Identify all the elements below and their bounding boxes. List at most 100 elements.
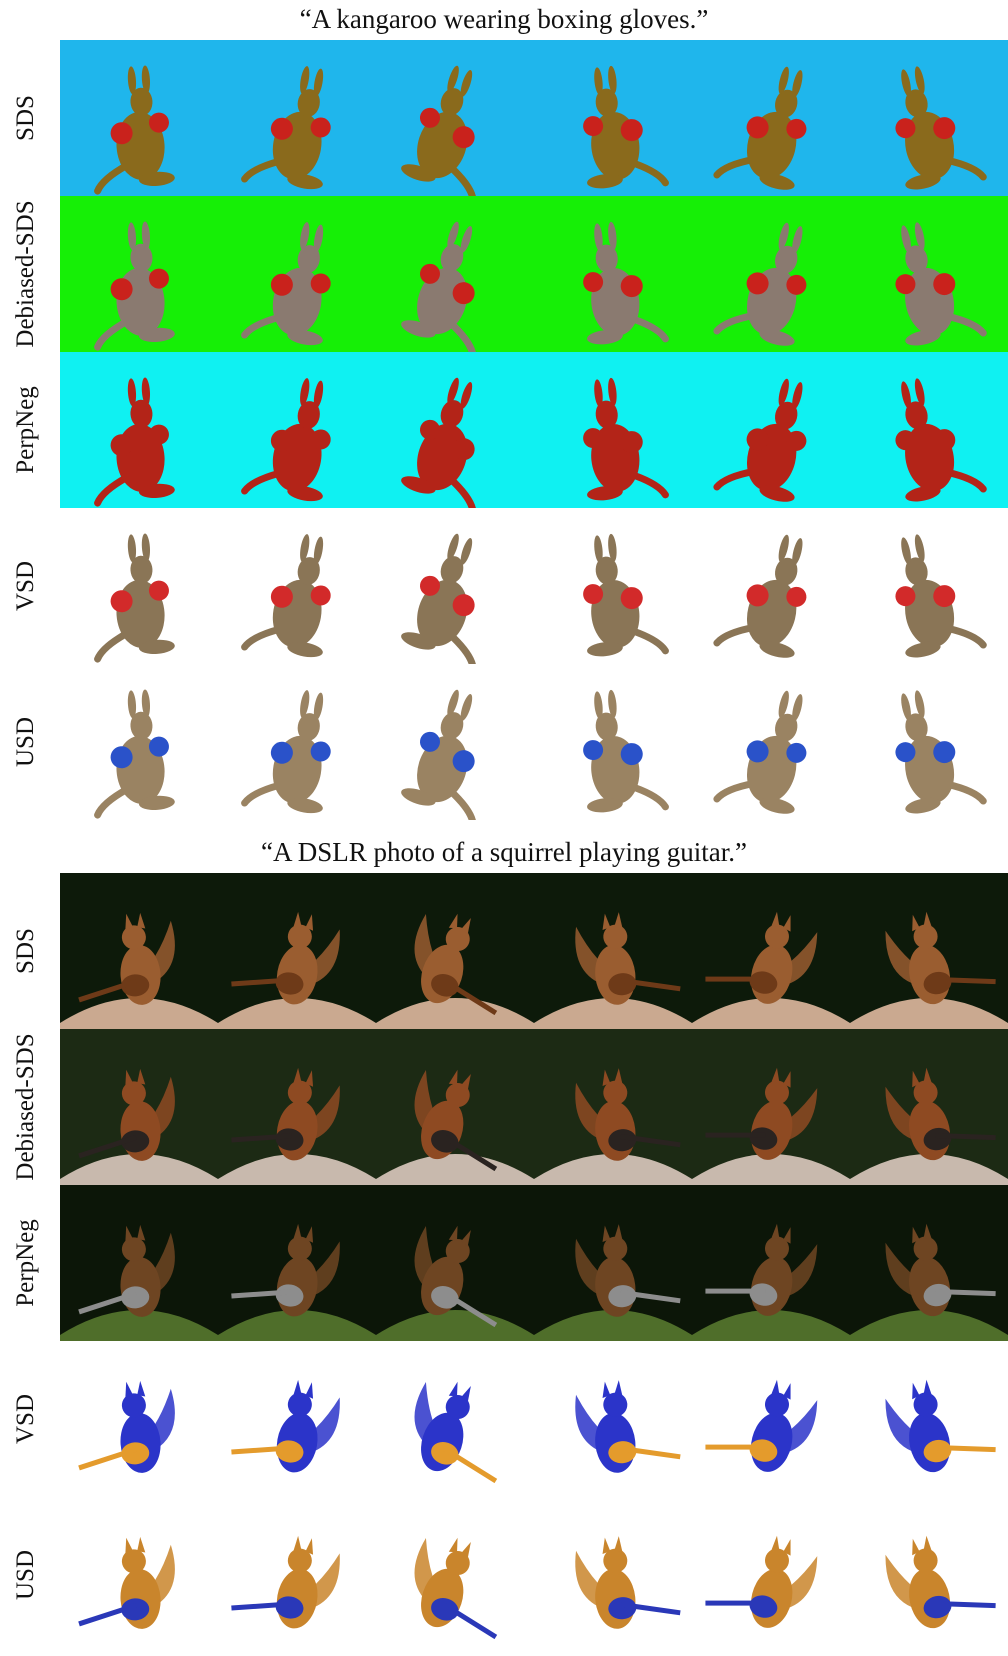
kangaroo-figure (401, 65, 477, 196)
squirrel-figure (575, 1068, 681, 1161)
squirrel-figure (885, 911, 996, 1005)
render-view (376, 873, 534, 1029)
render-view (60, 1029, 218, 1185)
render-view (376, 664, 534, 820)
kangaroo-figure (895, 222, 987, 346)
kangaroo-figure (94, 533, 175, 663)
squirrel-figure (885, 1067, 996, 1161)
kangaroo-figure (713, 222, 807, 346)
render-view (60, 664, 218, 820)
kangaroo-figure (583, 689, 669, 813)
squirrel-figure (78, 1224, 175, 1317)
kangaroo-figure (895, 690, 987, 814)
render-view (850, 1185, 1008, 1341)
method-label: Debiased-SDS (12, 200, 39, 348)
kangaroo-figure (583, 221, 669, 345)
render-view (692, 1497, 850, 1653)
squirrel-figure (885, 1535, 996, 1629)
render-view (692, 40, 850, 196)
render-view (376, 1341, 534, 1497)
method-row: Debiased-SDS (0, 1029, 1008, 1185)
render-view (218, 508, 376, 664)
squirrel-figure (414, 913, 498, 1016)
view-strip (60, 352, 1008, 508)
method-row: SDS (0, 873, 1008, 1029)
method-label: PerpNeg (12, 1219, 39, 1307)
squirrel-figure (231, 1535, 340, 1629)
render-view (60, 196, 218, 352)
render-view (692, 873, 850, 1029)
squirrel-figure (78, 1068, 175, 1161)
kangaroo-figure (94, 65, 175, 195)
kangaroo-figure (401, 533, 477, 664)
render-view (534, 508, 692, 664)
render-view (692, 352, 850, 508)
method-row: Debiased-SDS (0, 196, 1008, 352)
render-view (850, 508, 1008, 664)
render-view (376, 196, 534, 352)
kangaroo-figure (401, 689, 477, 820)
panel-squirrel: SDS Debiased-SDS PerpNeg VSD USD (0, 873, 1008, 1653)
kangaroo-figure (401, 221, 477, 352)
view-strip (60, 1029, 1008, 1185)
squirrel-figure (414, 1225, 498, 1328)
render-view (534, 40, 692, 196)
kangaroo-figure (713, 690, 807, 814)
kangaroo-figure (713, 534, 807, 658)
squirrel-figure (705, 1223, 818, 1316)
render-view (534, 1029, 692, 1185)
kangaroo-figure (241, 222, 331, 346)
squirrel-figure (705, 911, 818, 1004)
kangaroo-figure (895, 378, 987, 502)
squirrel-figure (231, 1067, 340, 1161)
view-strip (60, 1497, 1008, 1653)
view-strip (60, 873, 1008, 1029)
render-view (534, 1185, 692, 1341)
render-view (376, 1029, 534, 1185)
render-view (376, 352, 534, 508)
render-view (376, 508, 534, 664)
render-view (692, 664, 850, 820)
render-view (218, 40, 376, 196)
squirrel-figure (705, 1067, 818, 1160)
render-view (850, 1497, 1008, 1653)
method-row: USD (0, 1497, 1008, 1653)
render-view (60, 508, 218, 664)
squirrel-figure (231, 911, 340, 1005)
squirrel-figure (705, 1379, 818, 1472)
squirrel-figure (575, 1224, 681, 1317)
method-row: USD (0, 664, 1008, 820)
render-view (692, 1185, 850, 1341)
kangaroo-figure (401, 377, 477, 508)
render-view (850, 1029, 1008, 1185)
render-view (218, 352, 376, 508)
kangaroo-figure (583, 377, 669, 501)
render-view (534, 873, 692, 1029)
method-label: SDS (12, 95, 39, 141)
view-strip (60, 508, 1008, 664)
render-view (60, 1497, 218, 1653)
figure-caption-kangaroo: “A kangaroo wearing boxing gloves.” (299, 4, 709, 34)
render-view (692, 1341, 850, 1497)
render-view (534, 1497, 692, 1653)
render-view (218, 873, 376, 1029)
render-view (60, 40, 218, 196)
method-row: PerpNeg (0, 352, 1008, 508)
squirrel-figure (78, 1536, 175, 1629)
render-view (850, 664, 1008, 820)
render-view (692, 1029, 850, 1185)
render-view (376, 40, 534, 196)
kangaroo-figure (94, 377, 175, 507)
squirrel-figure (575, 912, 681, 1005)
squirrel-figure (78, 912, 175, 1005)
squirrel-figure (231, 1379, 340, 1473)
squirrel-figure (575, 1380, 681, 1473)
view-strip (60, 1185, 1008, 1341)
render-view (60, 352, 218, 508)
squirrel-figure (414, 1381, 498, 1484)
method-label: VSD (12, 560, 39, 612)
kangaroo-figure (94, 689, 175, 819)
render-view (218, 1497, 376, 1653)
render-view (534, 1341, 692, 1497)
kangaroo-figure (583, 65, 669, 189)
